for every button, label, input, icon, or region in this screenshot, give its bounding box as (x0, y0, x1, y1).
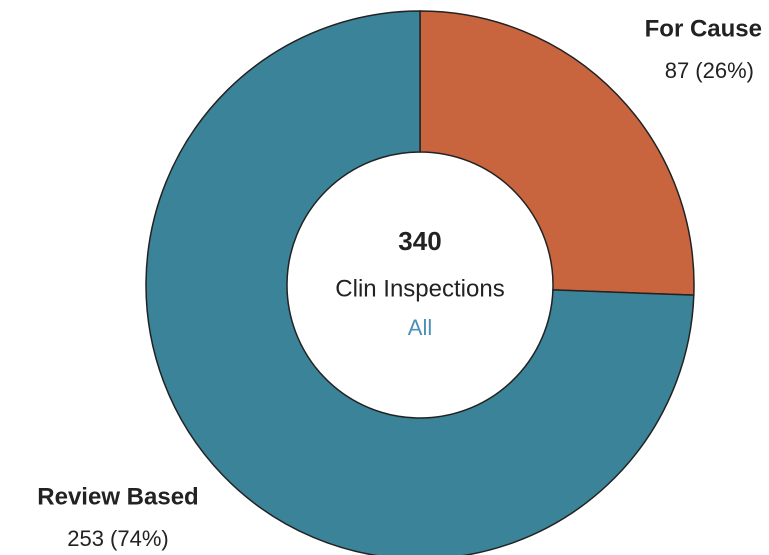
slice-value-label: 253 (74%) (67, 526, 169, 551)
slice-label: For Cause (645, 15, 762, 42)
center-label: Clin Inspections (335, 275, 504, 302)
slices (145, 10, 695, 555)
slice-label: Review Based (37, 483, 198, 510)
slice (419, 10, 695, 296)
center-sublabel: All (408, 315, 432, 340)
slice (145, 10, 695, 555)
slice-value-label: 87 (26%) (665, 58, 754, 83)
center-value: 340 (398, 226, 441, 256)
